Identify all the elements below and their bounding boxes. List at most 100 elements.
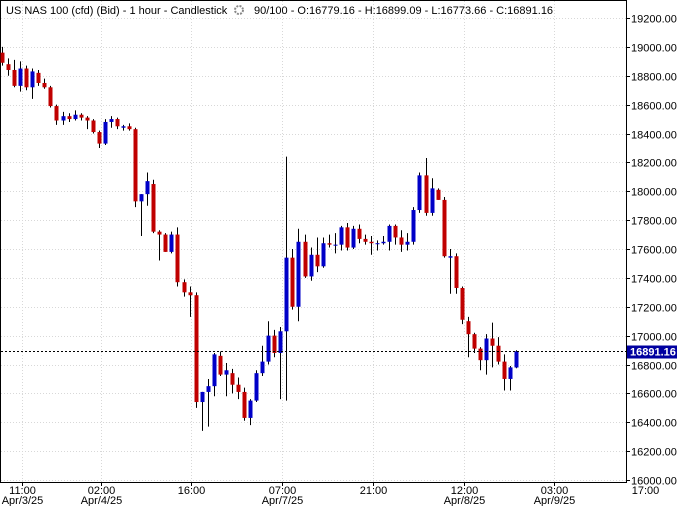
- candle-body: [206, 386, 211, 392]
- candle-body: [369, 241, 374, 244]
- candle-body: [315, 254, 320, 267]
- candle-body: [375, 243, 380, 245]
- candle-body: [175, 234, 180, 283]
- candle-body: [339, 227, 344, 245]
- candle-body: [218, 355, 223, 375]
- candle-body: [417, 175, 422, 211]
- y-tick-label: 17800.00: [631, 216, 677, 228]
- candle-body: [260, 361, 265, 374]
- candle-body: [145, 181, 150, 195]
- candle-body: [327, 243, 332, 245]
- candle-body: [399, 237, 404, 245]
- candle-body: [12, 69, 17, 86]
- y-tick-label: 18200.00: [631, 158, 677, 170]
- candle-body: [194, 295, 199, 403]
- candle-body: [254, 373, 259, 401]
- y-tick-label: 19000.00: [631, 43, 677, 55]
- candle-body: [200, 391, 205, 403]
- x-tick-time: 03:00: [541, 485, 569, 497]
- candle-body: [484, 338, 489, 361]
- x-tick-time: 21:00: [360, 485, 388, 497]
- price-axis: 19200.00 19000.00 18800.00 18600.00 18400.00…: [626, 14, 677, 488]
- candle-body: [133, 129, 138, 202]
- x-tick-date: Apr/9/25: [534, 495, 576, 506]
- candle-body: [460, 287, 465, 320]
- candle-body: [454, 256, 459, 288]
- candle-body: [139, 194, 144, 202]
- candle-body: [224, 370, 229, 375]
- y-tick-label: 18000.00: [631, 187, 677, 199]
- x-tick-time: 11:00: [9, 485, 36, 497]
- y-tick-label: 16200.00: [631, 447, 677, 459]
- candle-body: [73, 114, 78, 120]
- candle-body: [36, 72, 41, 83]
- candle-body: [97, 132, 102, 144]
- candle-body: [290, 257, 295, 307]
- candle-body: [79, 114, 84, 118]
- candle-body: [115, 119, 120, 127]
- candle-body: [381, 241, 386, 244]
- y-tick-label: 18800.00: [631, 72, 677, 84]
- candle-body: [182, 282, 187, 293]
- current-price-label: 16891.16: [630, 347, 676, 359]
- ohlc-readout: 90/100 - O:16779.16 - H:16899.09 - L:167…: [254, 5, 553, 17]
- x-tick-time: 07:00: [269, 485, 297, 497]
- x-tick-date: Apr/8/25: [444, 495, 486, 506]
- y-tick-label: 18400.00: [631, 130, 677, 142]
- candle-body: [121, 126, 126, 128]
- candle-body: [18, 68, 23, 86]
- candle-body: [351, 228, 356, 248]
- candle-body: [230, 373, 235, 385]
- y-tick-label: 16600.00: [631, 389, 677, 401]
- x-tick-date: Apr/7/25: [262, 495, 304, 506]
- header-settings-icon[interactable]: [234, 5, 244, 15]
- candle-body: [333, 244, 338, 246]
- candle-body: [54, 106, 59, 121]
- candle-body: [514, 351, 519, 368]
- candle-body: [6, 64, 11, 70]
- candle-body: [448, 256, 453, 258]
- x-tick-time: 16:00: [178, 485, 206, 497]
- y-tick-label: 19200.00: [631, 14, 677, 26]
- candle-body: [30, 71, 35, 88]
- x-tick-time: 17:00: [632, 485, 660, 497]
- candle-body: [163, 234, 168, 252]
- candle-body: [169, 234, 174, 252]
- x-tick-time: 02:00: [88, 485, 116, 497]
- candle-body: [411, 210, 416, 242]
- candle-body: [309, 254, 314, 277]
- candle-body: [436, 189, 441, 200]
- candle-body: [424, 175, 429, 213]
- candle-body: [321, 243, 326, 267]
- candle-body: [248, 400, 253, 418]
- y-tick-label: 16800.00: [631, 361, 677, 373]
- candle-body: [188, 292, 193, 296]
- candle-body: [466, 321, 471, 335]
- candle-body: [48, 87, 53, 107]
- candle-body: [0, 52, 5, 63]
- plot-frame: [0, 0, 627, 483]
- candle-body: [357, 228, 362, 239]
- y-tick-label: 18600.00: [631, 101, 677, 113]
- candle-body: [472, 334, 477, 349]
- x-tick-time: 12:00: [451, 485, 479, 497]
- candle-body: [405, 241, 410, 245]
- candle-body: [109, 119, 114, 122]
- grid-layer: [0, 0, 627, 483]
- candle-body: [363, 238, 368, 242]
- candle-body: [42, 82, 47, 88]
- y-tick-label: 16000.00: [631, 476, 677, 488]
- candle-body: [91, 120, 96, 133]
- current-price-box: [627, 345, 677, 359]
- candle-body: [496, 345, 501, 362]
- candle-body: [61, 116, 66, 121]
- candle-body: [430, 188, 435, 213]
- candle-body: [236, 384, 241, 392]
- y-tick-label: 17400.00: [631, 274, 677, 286]
- candle-layer: [0, 46, 519, 431]
- candle-body: [272, 335, 277, 353]
- candle-body: [284, 257, 289, 332]
- candle-body: [303, 241, 308, 277]
- candle-body: [502, 361, 507, 379]
